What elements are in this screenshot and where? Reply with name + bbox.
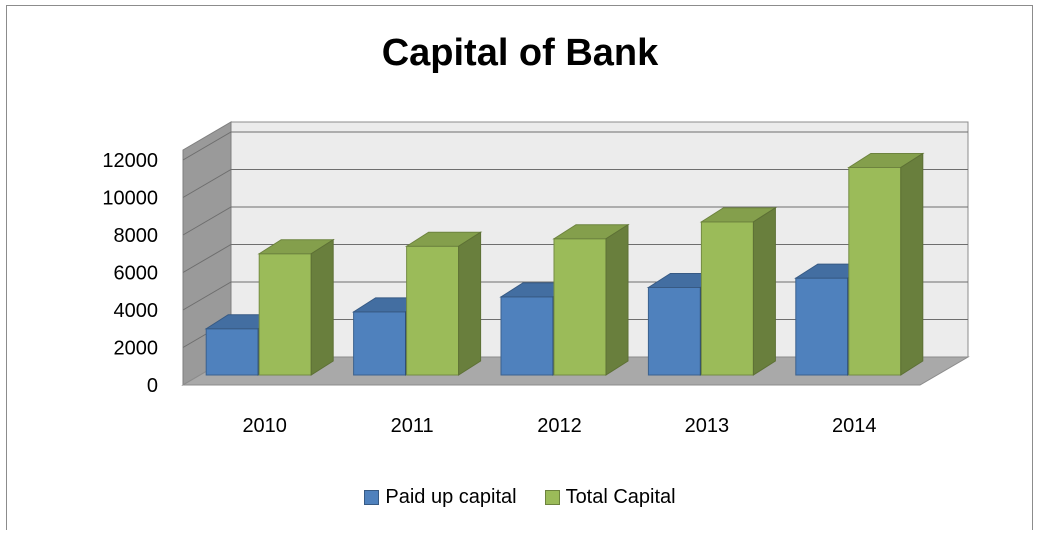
x-tick-label: 2012 (537, 415, 582, 437)
bar-total-capital-2010 (257, 238, 335, 376)
bar-front (647, 287, 701, 376)
bar-front (500, 296, 554, 376)
gridline (182, 169, 968, 198)
bar-front (353, 311, 407, 376)
x-tick-label: 2013 (685, 415, 730, 437)
y-tick-label: 4000 (114, 300, 159, 322)
bar-side (900, 152, 924, 376)
bar-front (848, 167, 902, 376)
bar-side (310, 238, 334, 376)
x-tick-label: 2010 (242, 415, 287, 437)
gridline (182, 206, 968, 236)
legend-item-paid-up-capital: Paid up capital (364, 486, 517, 509)
y-tick-label: 6000 (114, 263, 159, 285)
bar-front (795, 277, 849, 376)
legend-swatch-paid-up-capital (364, 490, 380, 505)
legend: Paid up capital Total Capital (0, 486, 1040, 509)
y-tick-label: 0 (147, 375, 158, 397)
y-tick-label: 8000 (114, 225, 159, 247)
bar-front (553, 238, 607, 376)
chart-title: Capital of Bank (381, 32, 659, 74)
legend-label-paid-up-capital: Paid up capital (385, 486, 517, 508)
bar-front (700, 221, 754, 376)
y-tick-label: 10000 (102, 188, 158, 210)
x-tick-label: 2011 (391, 415, 434, 437)
legend-swatch-total-capital (544, 490, 560, 505)
bar-total-capital-2013 (699, 206, 778, 376)
bar-side (752, 206, 776, 376)
bar-total-capital-2014 (847, 152, 925, 376)
y-axis-ticks: 0 2000 4000 6000 8000 10000 12000 (102, 150, 158, 397)
bars (204, 152, 925, 376)
y-tick-label: 12000 (102, 150, 158, 172)
bar-side (458, 231, 482, 376)
gridline (182, 131, 968, 161)
bar-front (205, 328, 259, 376)
bar-side (605, 223, 629, 376)
y-tick-label: 2000 (114, 338, 159, 360)
bar-total-capital-2011 (404, 231, 483, 376)
bar-front (258, 253, 312, 376)
bar-front (406, 245, 460, 376)
legend-label-total-capital: Total Capital (565, 486, 676, 508)
legend-item-total-capital: Total Capital (544, 486, 676, 509)
x-tick-label: 2014 (832, 415, 877, 437)
x-axis-ticks: 2010 2011 2012 2013 2014 (242, 415, 876, 437)
bar-chart-3d: 0 2000 4000 6000 8000 10000 12000 2010 2011 2012… (102, 121, 970, 437)
bar-total-capital-2012 (552, 223, 630, 376)
